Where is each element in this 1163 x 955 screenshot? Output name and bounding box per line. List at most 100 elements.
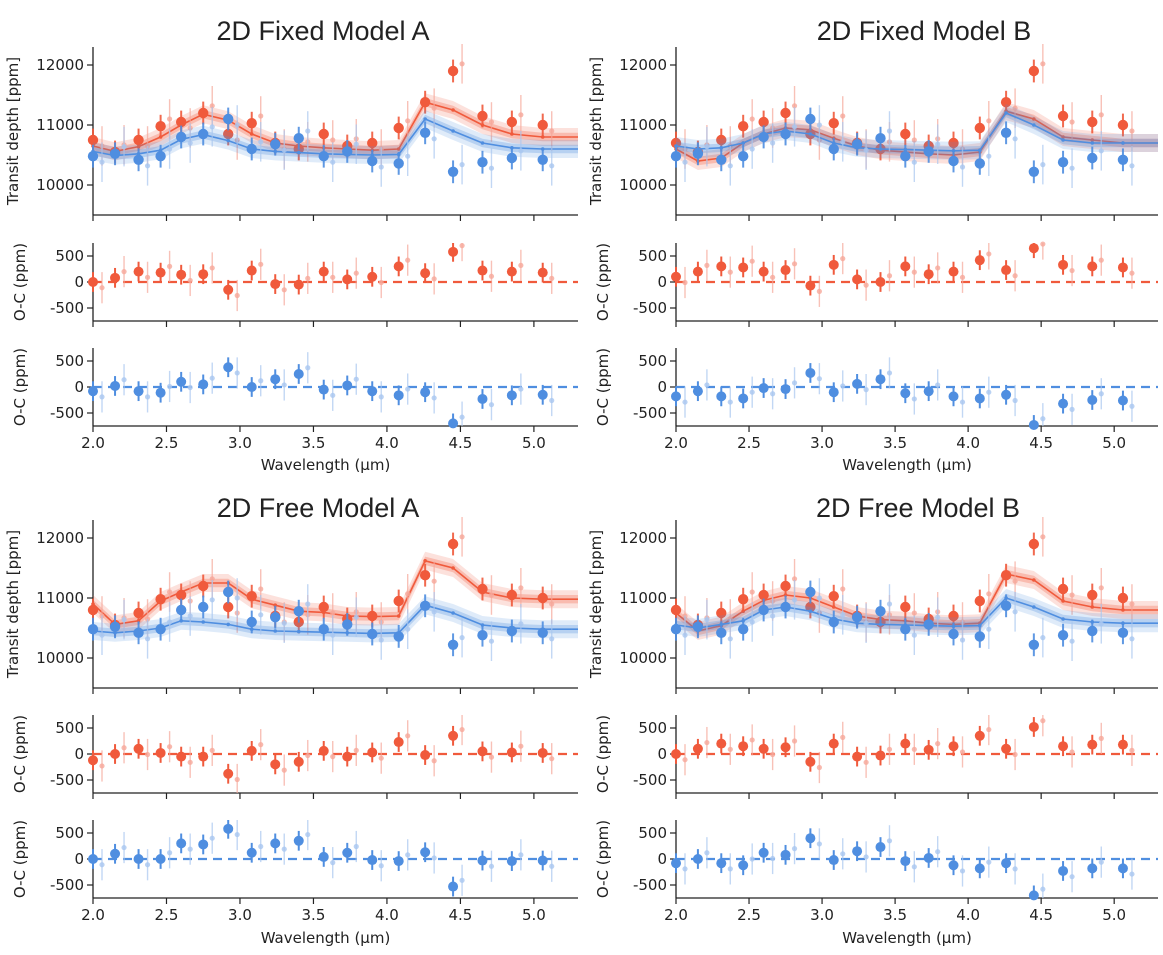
model-point: [1032, 578, 1036, 582]
y-axis-label: O-C (ppm): [594, 348, 612, 426]
data-point: [175, 116, 187, 128]
residual-point: [923, 852, 934, 863]
series-blue: [670, 104, 1158, 188]
data-point: [270, 612, 281, 623]
residual-axes-blue: 500 0 -500 O-C (ppm) 2.0 2.5 3.0 3.5 4.0 4.5 5.0 Wa…: [11, 820, 578, 947]
data-point: [447, 65, 459, 77]
data-point: [1000, 127, 1012, 138]
residual-point: [828, 259, 839, 270]
residual-point: [852, 846, 863, 857]
residual-point-faint: [791, 738, 798, 744]
y-tick-label: 0: [74, 850, 84, 868]
model-point: [201, 620, 206, 624]
residual-point: [1087, 395, 1098, 405]
residual-point: [293, 369, 304, 379]
data-point: [1117, 627, 1129, 638]
panel-title: 2D Fixed Model B: [817, 16, 1032, 46]
data-point: [537, 592, 548, 604]
panel-title: 2D Free Model A: [217, 493, 420, 523]
residual-point: [1058, 741, 1069, 752]
model-point: [808, 609, 813, 613]
residual-axes-red: 500 0 -500 O-C (ppm): [11, 243, 578, 327]
residual-point-faint: [405, 386, 411, 392]
residual-point-faint: [986, 251, 992, 257]
residual-point-faint: [281, 287, 287, 293]
data-point: [447, 538, 459, 550]
residual-point: [448, 246, 459, 257]
data-point: [87, 604, 99, 616]
residual-point: [1058, 865, 1069, 876]
residual-point-faint: [459, 877, 465, 883]
residual-point: [223, 823, 234, 834]
residual-point-faint: [1098, 257, 1104, 263]
y-tick-label: -500: [50, 876, 84, 894]
residual-point: [1087, 739, 1098, 750]
residual-point: [342, 751, 353, 762]
model-point: [1061, 617, 1065, 621]
y-tick-label: 0: [657, 745, 667, 763]
x-tick-label: 5.0: [522, 906, 546, 924]
residual-point-faint: [704, 850, 710, 856]
residual-point-faint: [234, 292, 240, 299]
data-point: [1117, 154, 1129, 165]
residual-point-faint: [1012, 751, 1018, 758]
data-point: [692, 621, 704, 632]
residual-point-faint: [816, 288, 822, 294]
residual-point-faint: [1069, 267, 1075, 274]
data-point: [506, 625, 518, 637]
residual-point-faint: [234, 831, 240, 838]
residual-point: [133, 743, 144, 754]
residual-point: [923, 269, 934, 280]
data-point: [318, 624, 329, 635]
residual-point-faint: [959, 868, 966, 874]
residual-point: [1058, 259, 1069, 270]
model-point: [1061, 138, 1065, 142]
x-tick-label: 3.5: [883, 434, 907, 452]
y-tick-label: -500: [633, 771, 667, 789]
residual-point: [506, 266, 517, 277]
residual-point: [1028, 419, 1039, 430]
residual-point: [506, 856, 517, 867]
residual-point-faint: [121, 844, 127, 851]
data-point: [828, 118, 839, 129]
panel-free-model-b: 2D Free Model B 10000 11000 12000 Transit de…: [587, 493, 1158, 947]
data-point: [900, 601, 911, 613]
data-point: [223, 128, 234, 140]
residual-point-faint: [459, 243, 465, 249]
data-point: [851, 612, 863, 623]
residual-point: [716, 738, 727, 749]
data-point: [155, 594, 166, 605]
residual-point: [246, 847, 257, 858]
residual-point-faint: [886, 746, 893, 752]
data-point: [737, 121, 749, 132]
residual-point: [293, 279, 304, 290]
residual-point-faint: [405, 257, 411, 263]
model-point: [226, 622, 231, 627]
data-point: [716, 627, 727, 638]
panel-title: 2D Fixed Model A: [216, 16, 429, 46]
y-axis-label: Transit depth [ppm]: [4, 57, 22, 206]
model-point: [273, 629, 278, 633]
data-point: [447, 166, 459, 177]
data-point: [828, 143, 839, 155]
residual-point-faint: [911, 269, 917, 275]
y-tick-label: -500: [50, 771, 84, 789]
residual-point: [88, 755, 98, 766]
model-line: [92, 101, 578, 153]
residual-point: [948, 266, 959, 277]
residual-point-faint: [330, 274, 336, 280]
x-tick-label: 2.5: [155, 434, 179, 452]
data-point: [875, 133, 886, 144]
data-point: [758, 604, 769, 616]
residual-point-faint: [209, 747, 215, 753]
data-point: [851, 139, 863, 150]
data-point: [1057, 583, 1069, 595]
residual-point: [88, 854, 98, 864]
series-red: [87, 44, 578, 169]
residual-point-faint: [986, 726, 992, 733]
residual-point-faint: [1098, 859, 1104, 865]
residual-point-faint: [378, 755, 384, 761]
residual-point: [420, 268, 431, 279]
data-point: [1000, 600, 1012, 611]
y-tick-label: 0: [74, 745, 84, 763]
